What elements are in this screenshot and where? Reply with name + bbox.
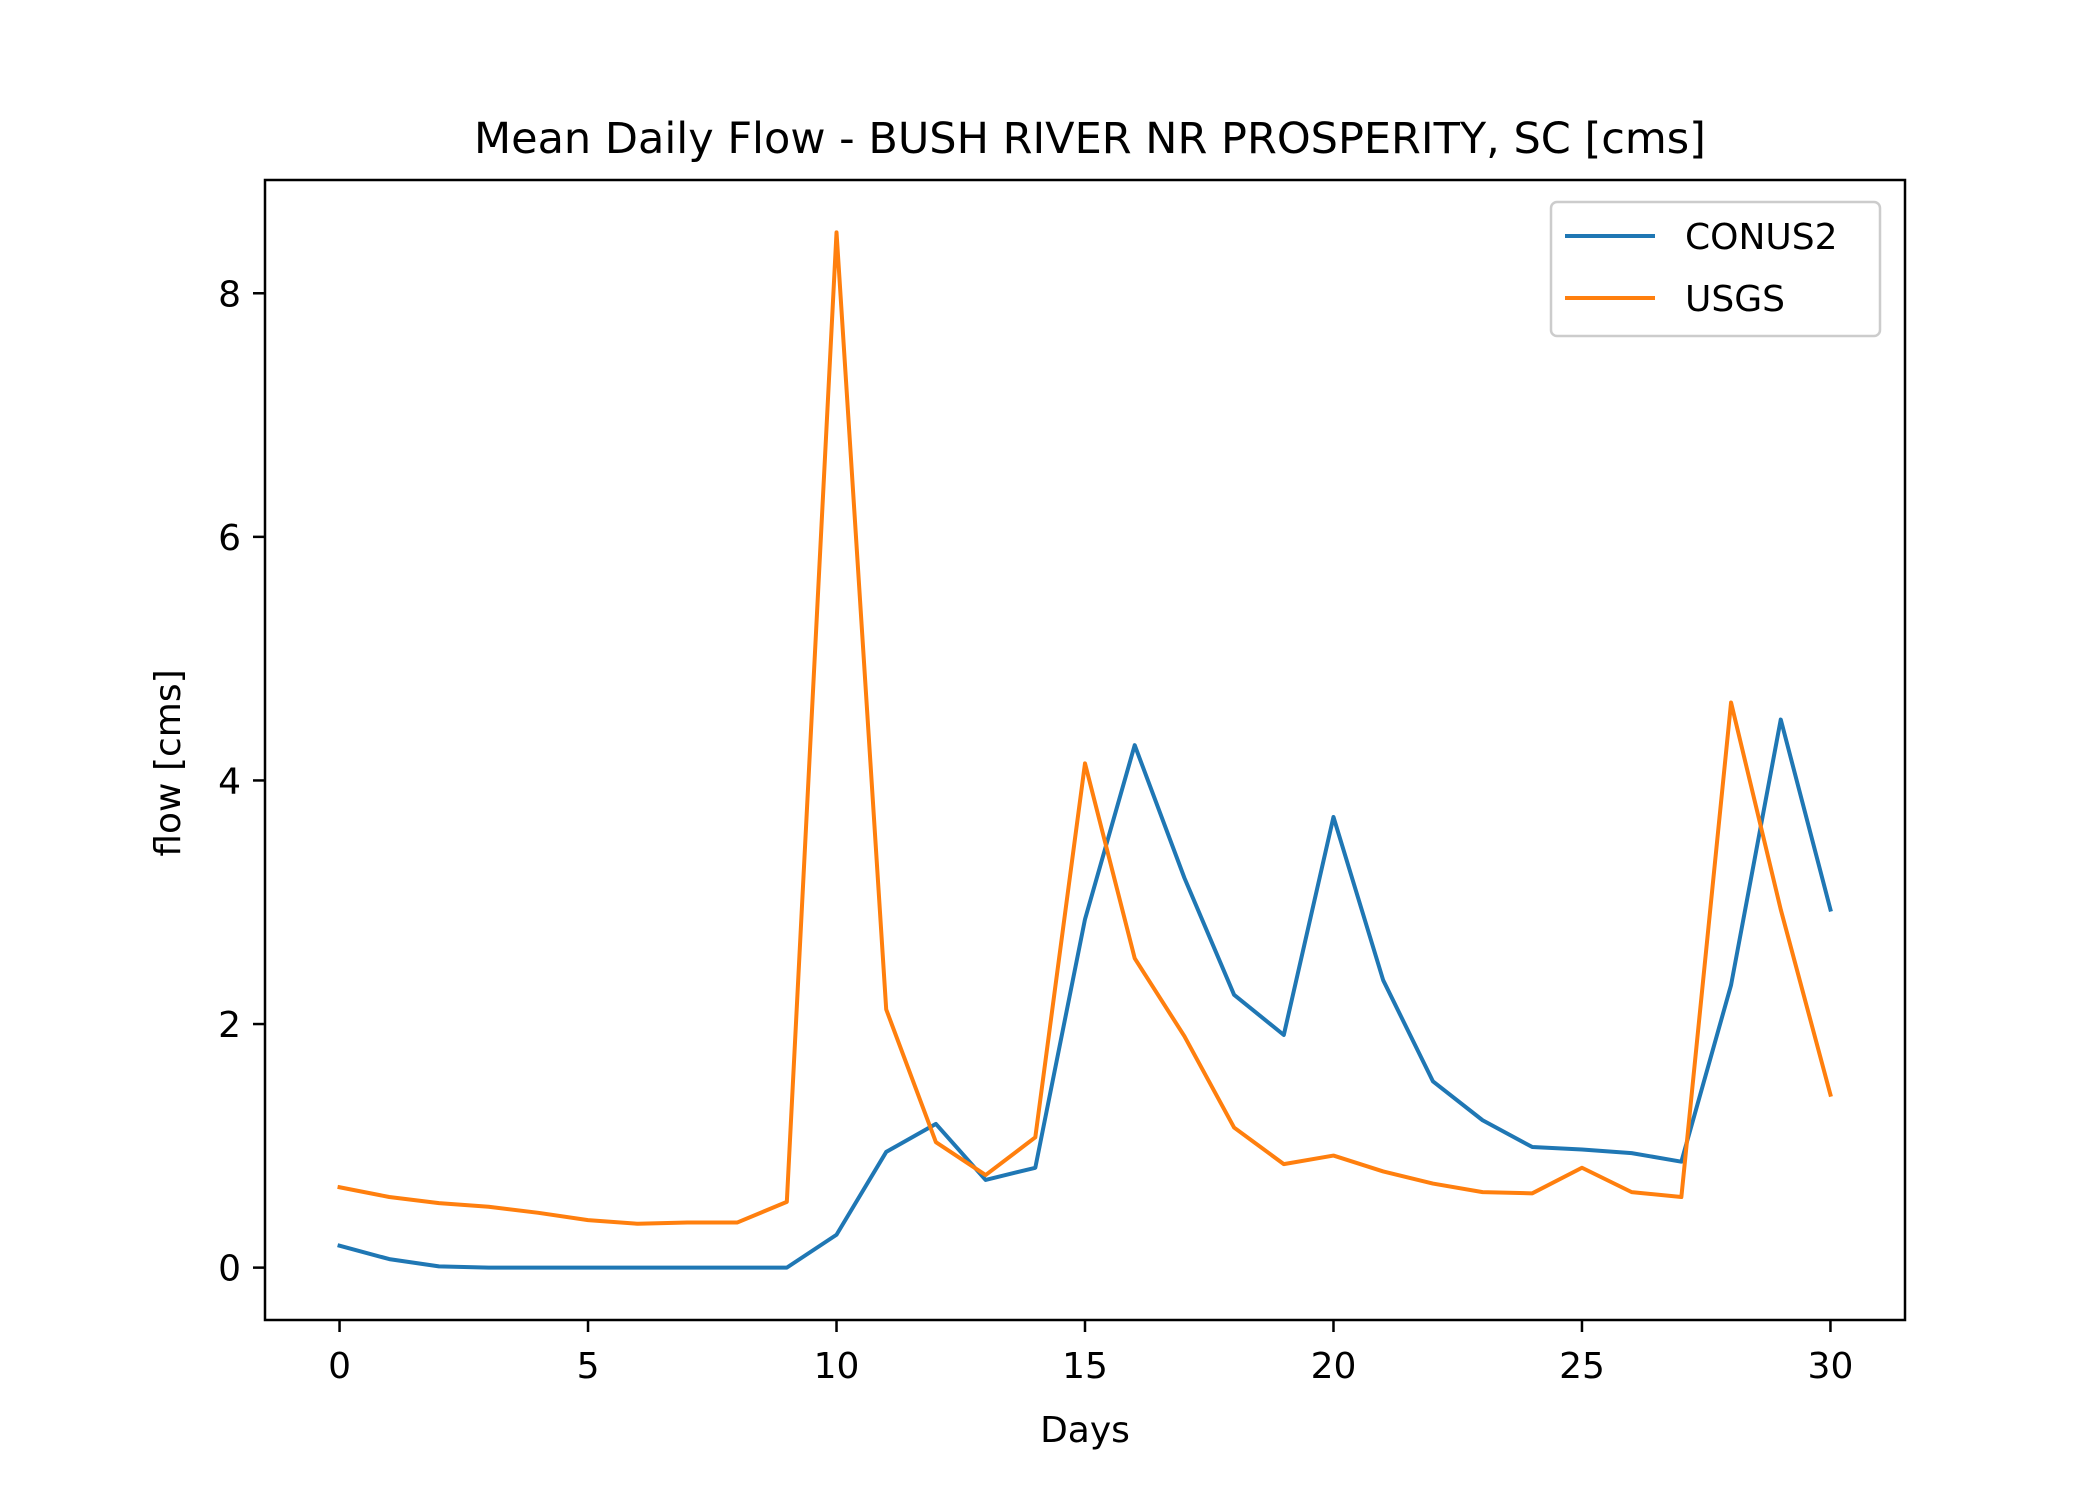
plot-area [337,230,1833,1270]
legend-label-usgs: USGS [1685,279,1785,320]
x-tick-label: 0 [328,1346,351,1387]
y-tick-label: 6 [218,518,241,559]
y-axis-label: flow [cms] [148,669,189,856]
x-tick-label: 10 [814,1346,860,1387]
legend-label-conus2: CONUS2 [1685,217,1838,258]
y-tick-label: 8 [218,274,241,315]
y-tick-label: 4 [218,761,241,802]
chart-title: Mean Daily Flow - BUSH RIVER NR PROSPERI… [474,114,1706,164]
axes-frame [263,178,1907,1322]
x-tick-label: 5 [577,1346,600,1387]
x-tick-label: 15 [1062,1346,1108,1387]
y-tick-label: 2 [218,1005,241,1046]
x-tick-label: 30 [1808,1346,1854,1387]
x-axis-label: Days [1040,1410,1130,1451]
axes: 0 5 10 15 20 25 30 0 2 4 6 8 [218,178,1907,1387]
y-tick-label: 0 [218,1249,241,1290]
legend: CONUS2 USGS [1549,200,1882,338]
x-tick-label: 25 [1559,1346,1605,1387]
series-line-usgs [337,230,1833,1226]
x-tick-label: 20 [1311,1346,1357,1387]
series-line-conus2 [337,717,1833,1270]
